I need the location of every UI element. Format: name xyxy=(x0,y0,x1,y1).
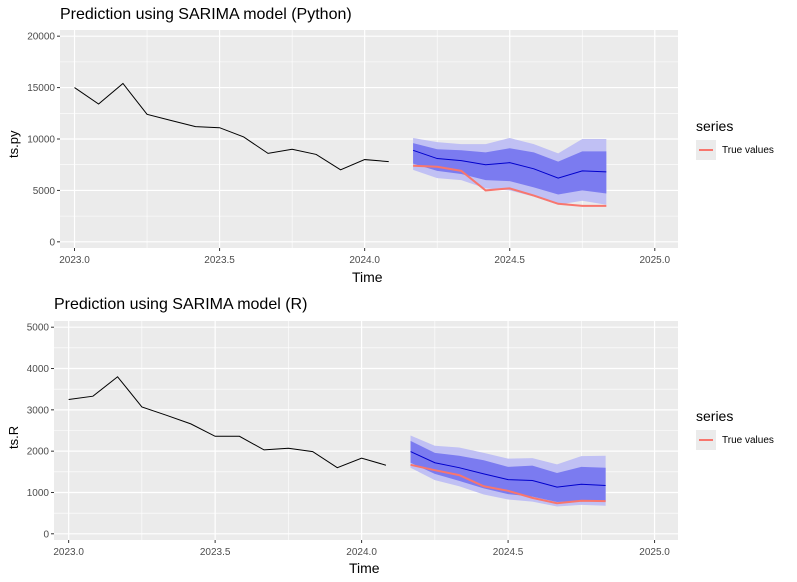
legend-title: series xyxy=(696,118,734,134)
x-tick-label: 2024.5 xyxy=(494,255,525,266)
x-tick-label: 2024.0 xyxy=(346,547,377,558)
legend-key xyxy=(696,140,716,160)
x-tick-label: 2025.0 xyxy=(639,547,670,558)
forecast-band-80 xyxy=(413,143,607,195)
x-tick-label: 2024.0 xyxy=(349,255,380,266)
y-axis-label: ts.R xyxy=(6,425,21,449)
y-tick-label: 5000 xyxy=(33,186,56,197)
y-tick-label: 20000 xyxy=(27,32,55,43)
x-axis-label: Time xyxy=(349,560,380,576)
legend: series True values xyxy=(696,118,774,160)
y-tick-label: 0 xyxy=(49,237,55,248)
legend-key xyxy=(696,430,716,450)
x-tick-label: 2024.5 xyxy=(493,547,524,558)
y-tick-label: 2000 xyxy=(27,447,50,458)
x-axis-label: Time xyxy=(352,269,383,285)
chart-plot: 0 5000 10000 15000 20000 2023.0 2023.5 2024.0 20… xyxy=(27,30,678,266)
y-axis-label: ts.py xyxy=(6,130,21,158)
legend-item: True values xyxy=(696,430,774,450)
forecast-mean-line xyxy=(410,451,606,488)
y-tick-label: 4000 xyxy=(27,364,50,375)
x-tick-label: 2023.0 xyxy=(59,255,90,266)
y-tick-label: 0 xyxy=(43,529,49,540)
chart-title: Prediction using SARIMA model (Python) xyxy=(60,6,352,23)
legend-label: True values xyxy=(722,434,774,446)
chart-panel-python: Prediction using SARIMA model (Python) 0… xyxy=(6,6,774,285)
history-line xyxy=(68,376,387,469)
legend: series True values xyxy=(696,408,774,450)
x-tick-label: 2023.5 xyxy=(200,547,231,558)
history-line xyxy=(74,82,389,171)
y-tick-label: 5000 xyxy=(27,323,50,334)
x-tick-label: 2025.0 xyxy=(639,255,670,266)
true-values-line xyxy=(413,164,607,207)
true-values-line xyxy=(410,463,606,505)
legend-item: True values xyxy=(696,140,774,160)
y-tick-label: 15000 xyxy=(27,83,55,94)
y-tick-label: 10000 xyxy=(27,135,55,146)
legend-label: True values xyxy=(722,144,774,156)
chart-plot: 0 1000 2000 3000 4000 5000 2023.0 2023.5 2024.0 2… xyxy=(27,321,678,558)
chart-panel-r: Prediction using SARIMA model (R) 0 1000 2… xyxy=(0,291,797,582)
x-tick-label: 2023.0 xyxy=(53,547,84,558)
chart-title: Prediction using SARIMA model (R) xyxy=(54,296,308,313)
legend-title: series xyxy=(696,408,734,424)
x-tick-label: 2023.5 xyxy=(204,255,235,266)
forecast-mean-line xyxy=(412,149,607,179)
y-tick-label: 1000 xyxy=(27,488,50,499)
y-tick-label: 3000 xyxy=(27,405,50,416)
